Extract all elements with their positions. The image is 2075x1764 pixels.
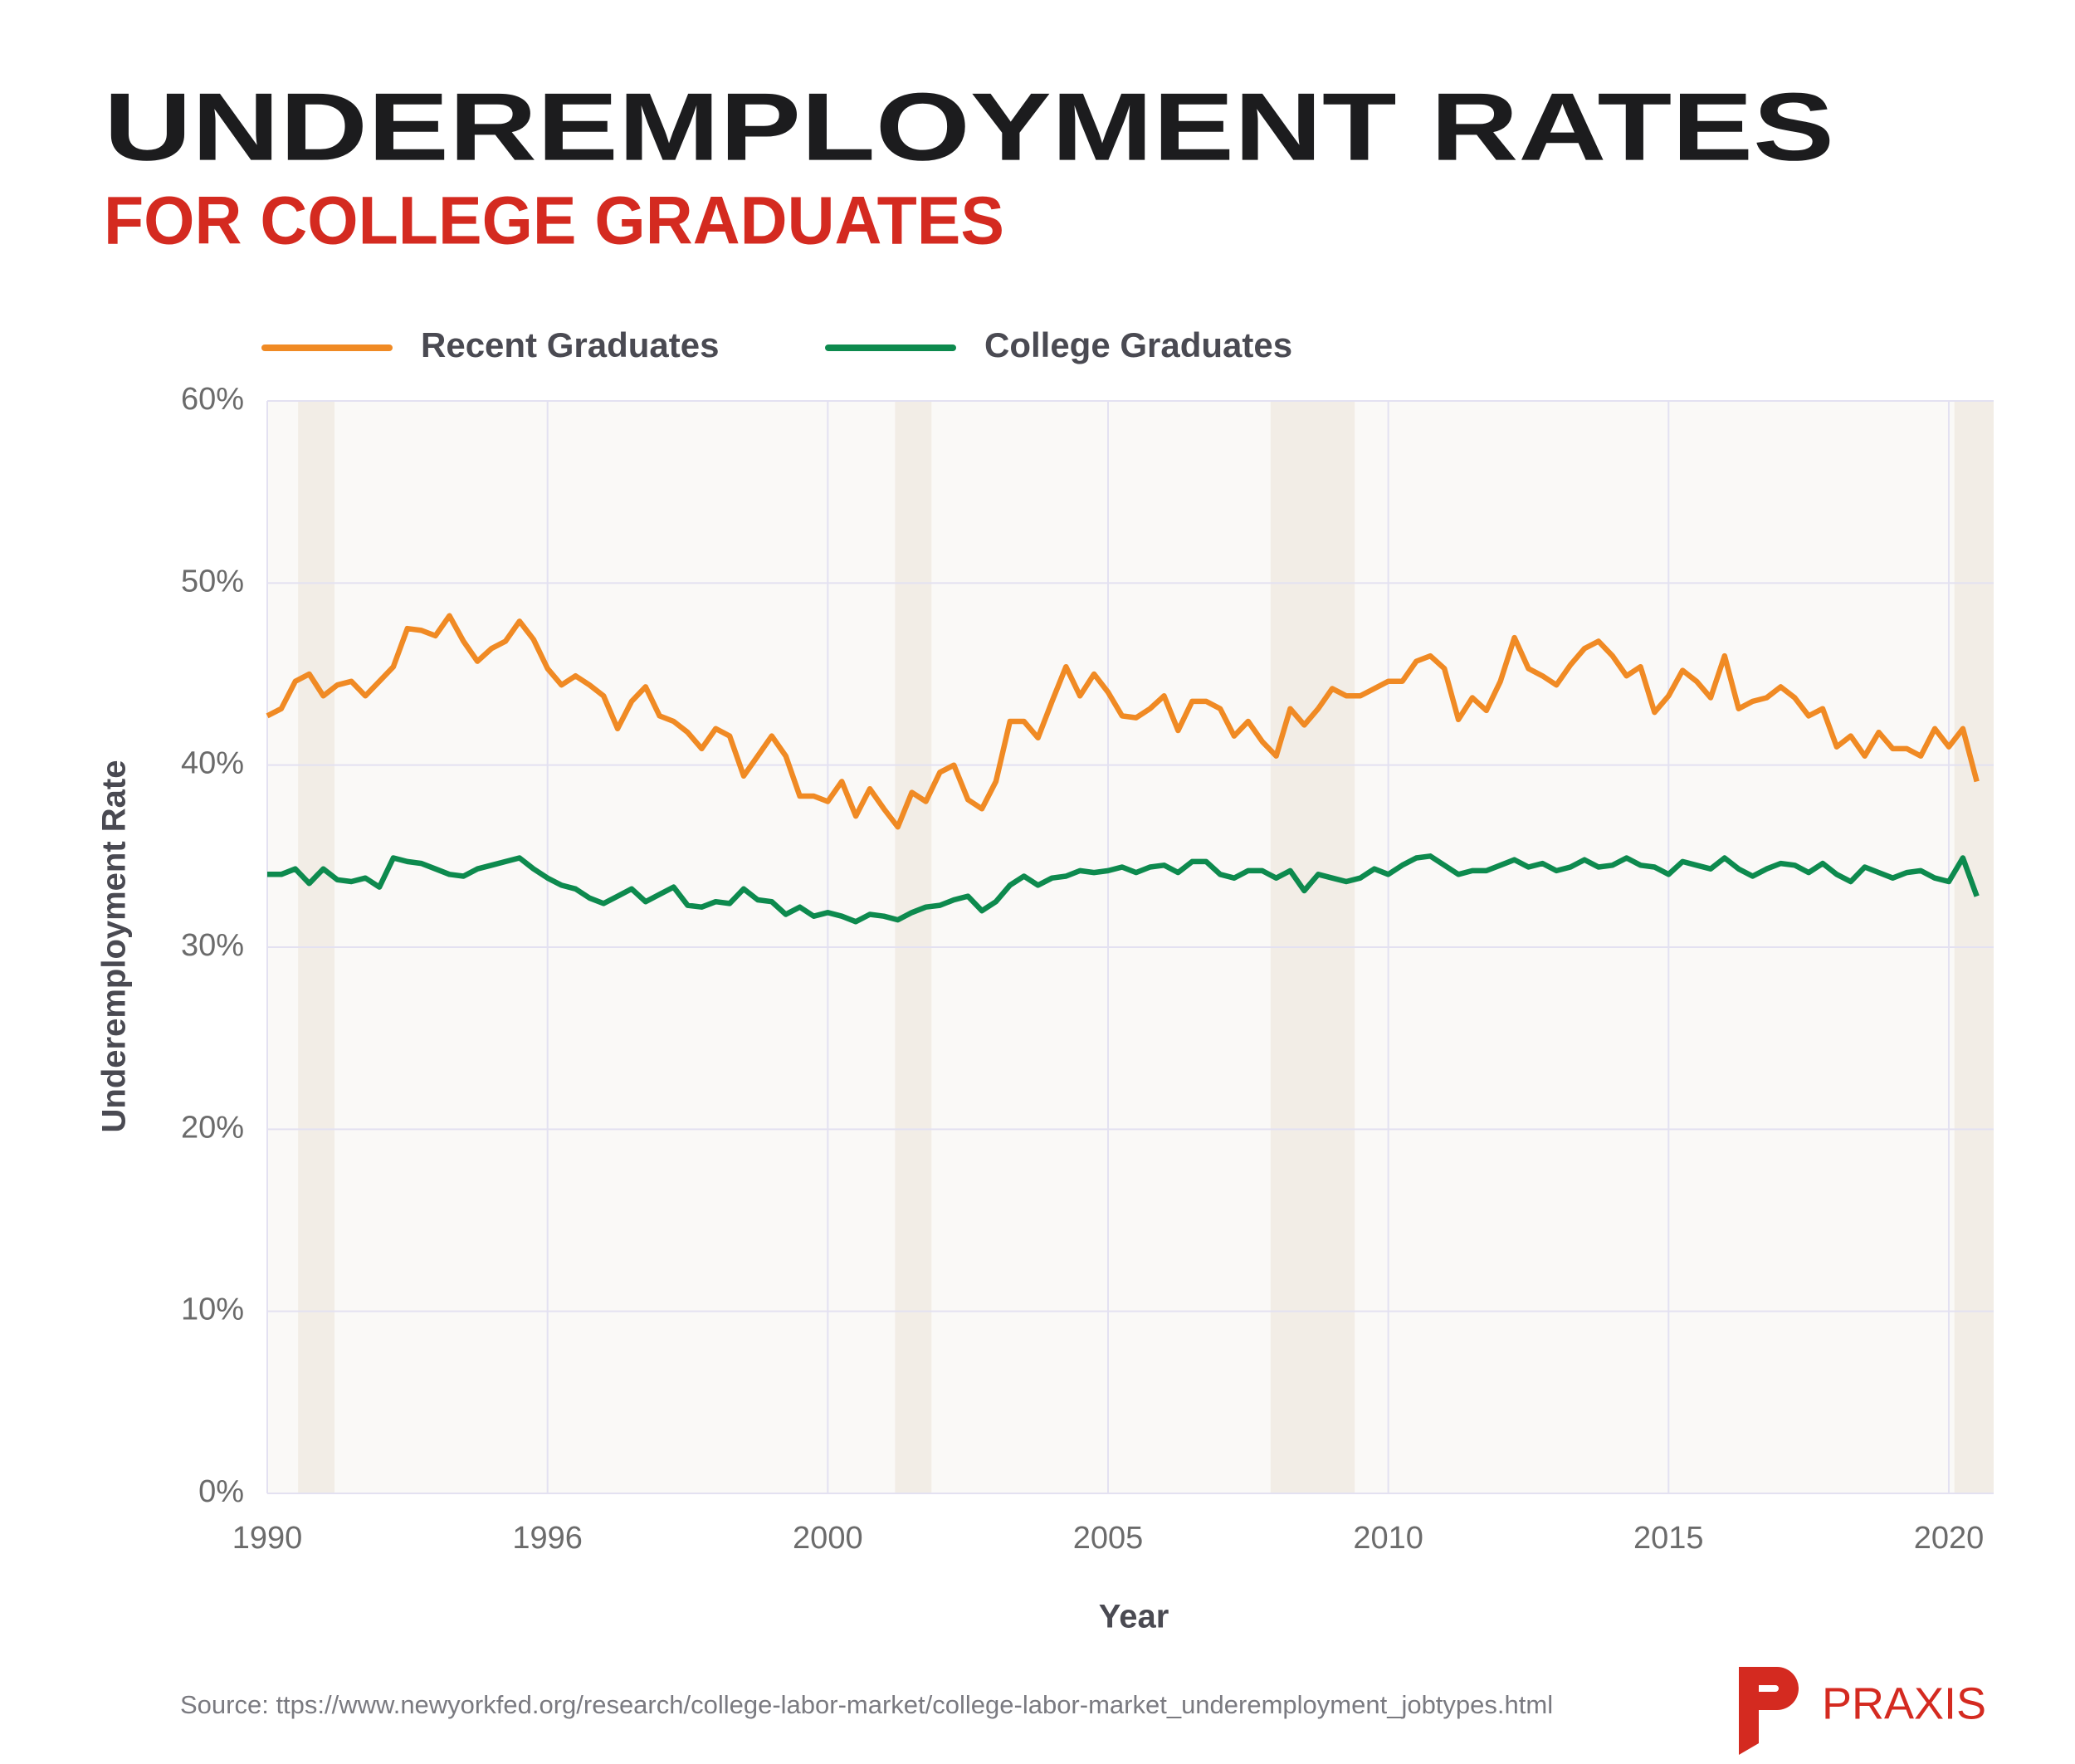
data-line	[266, 613, 1980, 830]
y-tick-label: 60%	[181, 382, 244, 417]
x-tick-label: 1990	[232, 1521, 303, 1556]
y-tick-label: 10%	[181, 1292, 244, 1327]
x-tick-label: 2005	[1073, 1521, 1144, 1556]
plot-area: 0% 10% 20% 30% 40% 50% 60% 1990 1996 2000 2005 2010…	[181, 382, 1994, 1556]
y-axis-title: Underemployment Rate	[96, 760, 133, 1133]
legend-label: Recent Graduates	[421, 325, 719, 364]
x-tick-label: 2010	[1353, 1521, 1423, 1556]
x-tick-label: 2000	[793, 1521, 863, 1556]
y-tick-label: 20%	[181, 1110, 244, 1145]
brand-logo: PRAXIS	[1739, 1667, 1986, 1755]
x-tick-label: 2020	[1914, 1521, 1985, 1556]
brand-name: PRAXIS	[1822, 1678, 1986, 1728]
legend-label: College Graduates	[984, 325, 1292, 364]
y-tick-label: 40%	[181, 746, 244, 781]
chart-subtitle: FOR COLLEGE GRADUATES	[104, 183, 1004, 259]
x-axis-title: Year	[1099, 1599, 1169, 1635]
x-tick-label: 2015	[1633, 1521, 1704, 1556]
logo-icon	[1739, 1667, 1799, 1755]
data-line	[267, 853, 1980, 925]
y-tick-label: 50%	[181, 564, 244, 599]
source-note: Source: ttps://www.newyorkfed.org/resear…	[180, 1690, 1553, 1719]
y-tick-label: 30%	[181, 928, 244, 963]
x-tick-label: 1996	[512, 1521, 583, 1556]
y-tick-label: 0%	[198, 1474, 244, 1509]
chart-title: UNDEREMPLOYMENT RATES	[104, 73, 1834, 181]
